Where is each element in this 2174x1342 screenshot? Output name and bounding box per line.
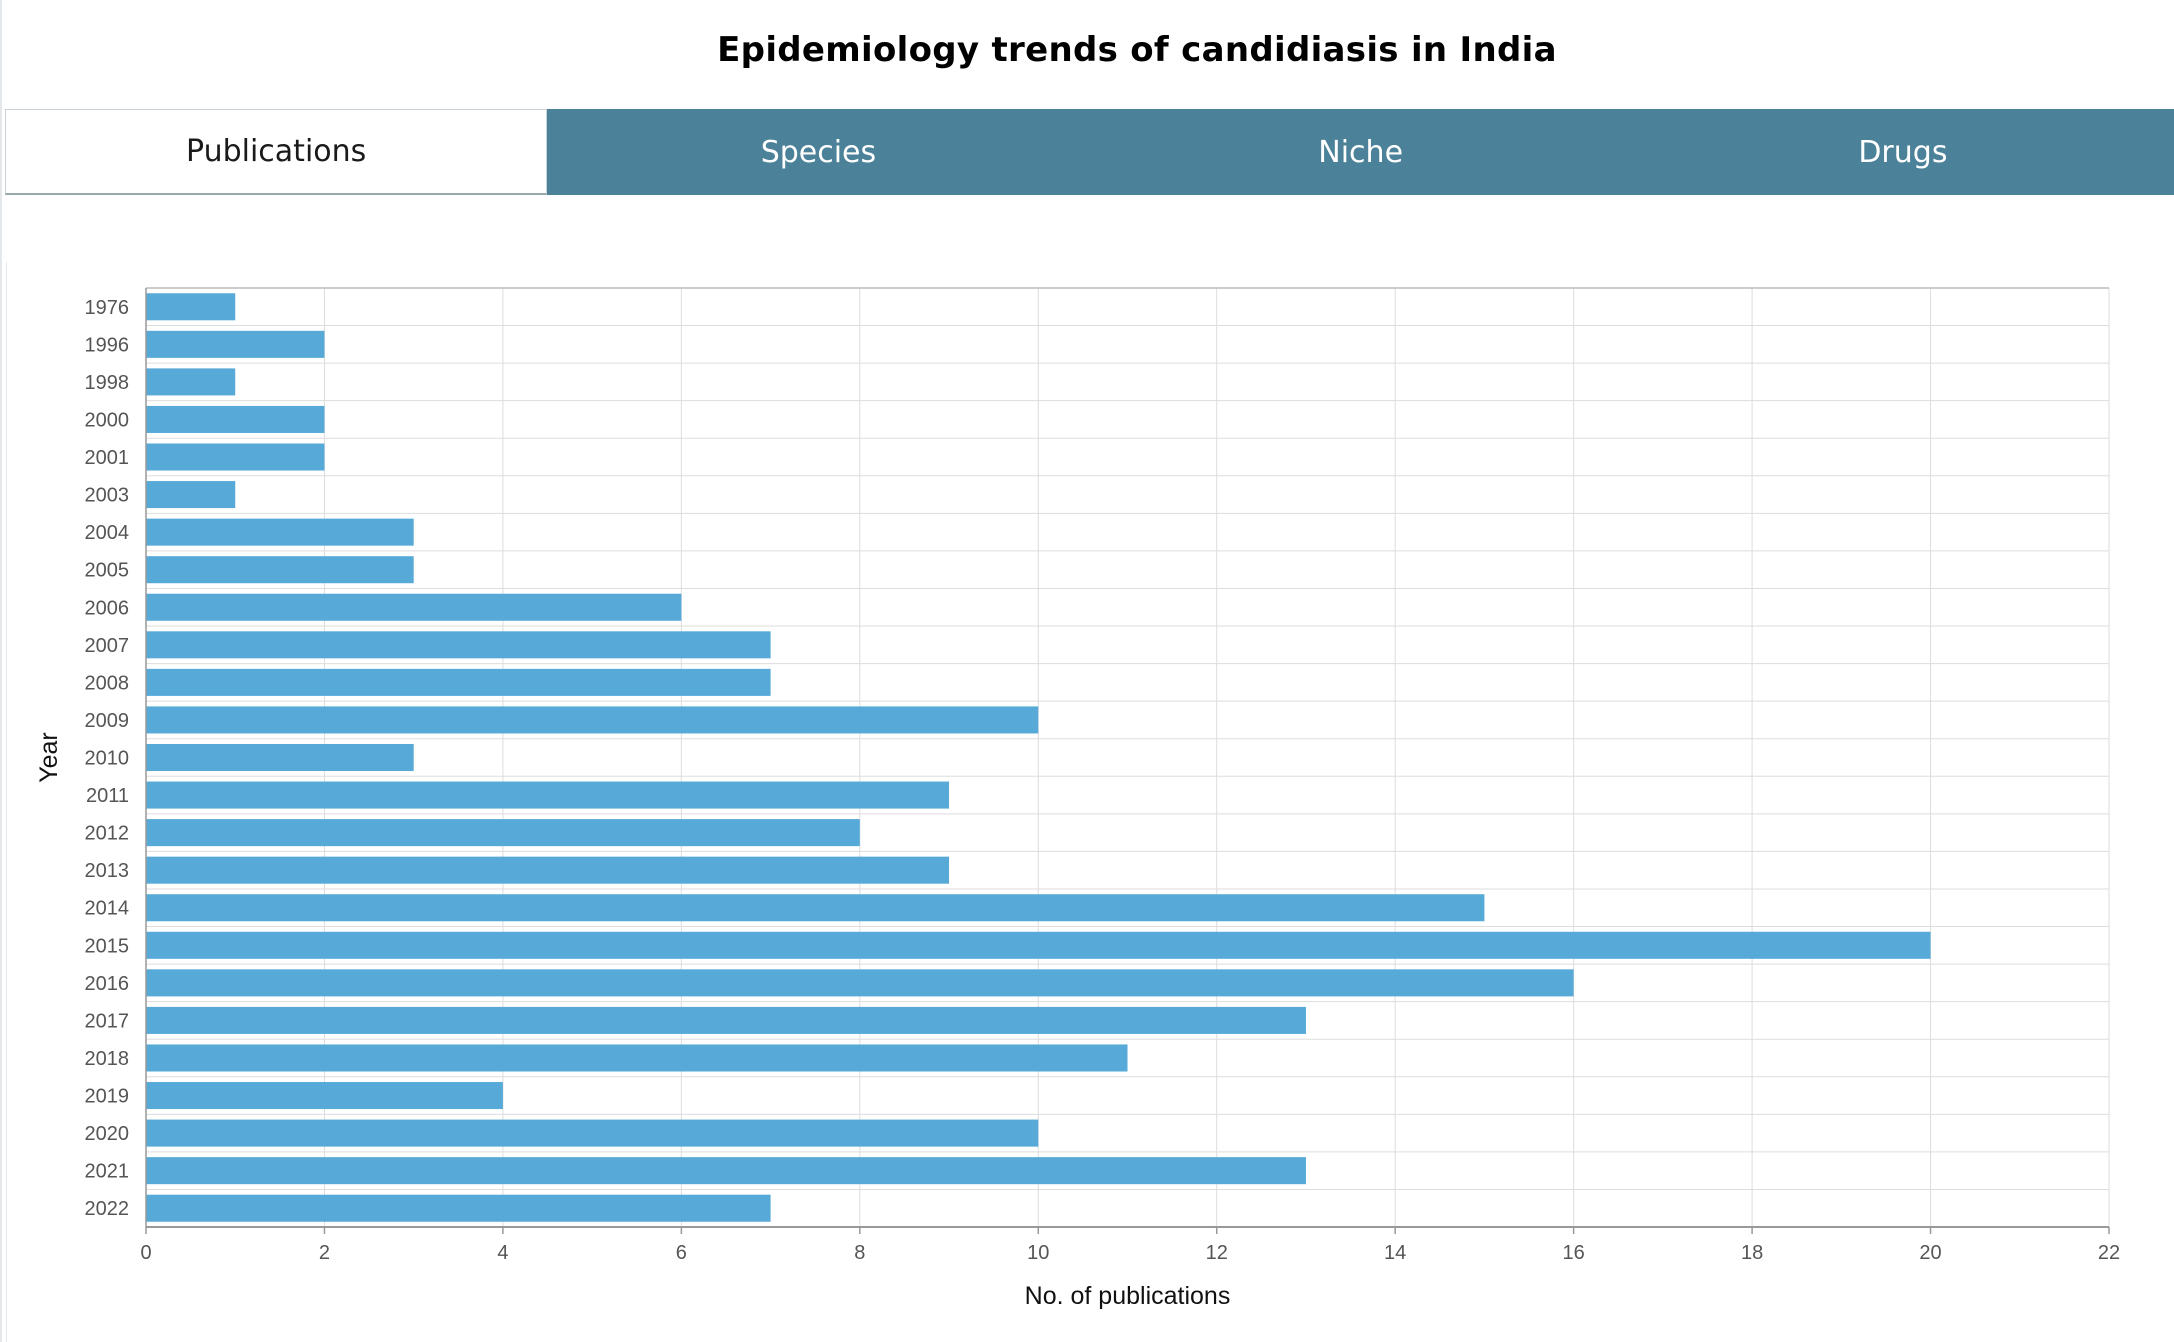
x-tick-label: 10 bbox=[1027, 1242, 1049, 1264]
y-tick-label: 2003 bbox=[85, 485, 130, 507]
y-tick-label: 2011 bbox=[86, 785, 129, 807]
y-tick-label: 2022 bbox=[85, 1198, 130, 1220]
x-tick-label: 2 bbox=[319, 1242, 330, 1264]
y-tick-label: 1996 bbox=[85, 334, 130, 356]
tab-publications[interactable]: Publications bbox=[5, 109, 548, 195]
x-tick-label: 18 bbox=[1741, 1242, 1763, 1264]
y-axis-title: Year bbox=[35, 732, 63, 783]
y-tick-label: 2000 bbox=[85, 409, 130, 431]
y-tick-label: 2008 bbox=[85, 672, 130, 694]
bar-2021 bbox=[146, 1157, 1306, 1185]
x-tick-label: 16 bbox=[1563, 1242, 1585, 1264]
y-tick-label: 2001 bbox=[85, 447, 130, 469]
bar-2020 bbox=[146, 1119, 1039, 1147]
bar-2003 bbox=[146, 481, 236, 509]
y-tick-label: 2017 bbox=[85, 1010, 130, 1032]
bar-2012 bbox=[146, 819, 860, 847]
bar-2009 bbox=[146, 706, 1039, 734]
bar-2000 bbox=[146, 405, 325, 433]
tab-niche[interactable]: Niche bbox=[1089, 109, 1632, 195]
tab-bar: Publications Species Niche Drugs bbox=[5, 109, 2174, 195]
bar-2022 bbox=[146, 1194, 771, 1222]
chart-panel bbox=[6, 262, 2174, 1342]
x-tick-label: 14 bbox=[1384, 1242, 1406, 1264]
y-tick-label: 2009 bbox=[85, 710, 130, 732]
bar-1976 bbox=[146, 293, 236, 321]
bar-layer bbox=[146, 293, 1931, 1222]
bar-2010 bbox=[146, 743, 414, 772]
bar-chart: No. of publications Year 0 2 4 6 8 10 12 14 16 18… bbox=[35, 287, 2120, 1310]
bar-2018 bbox=[146, 1044, 1128, 1072]
x-tick-label: 6 bbox=[676, 1242, 687, 1264]
x-tick-label: 20 bbox=[1919, 1242, 1941, 1264]
bar-2007 bbox=[146, 631, 771, 659]
y-tick-label: 2004 bbox=[85, 522, 130, 544]
bar-2011 bbox=[146, 781, 950, 809]
axis-layer: No. of publications Year 0 2 4 6 8 10 12 14 16 18… bbox=[35, 288, 2120, 1310]
x-tick-label: 0 bbox=[140, 1242, 151, 1264]
bar-2006 bbox=[146, 593, 682, 621]
y-tick-label: 1998 bbox=[85, 372, 130, 394]
bar-2017 bbox=[146, 1006, 1306, 1034]
bar-2013 bbox=[146, 856, 950, 884]
grid-layer bbox=[145, 287, 2110, 1228]
bar-2015 bbox=[146, 931, 1931, 959]
y-tick-label: 2006 bbox=[85, 597, 130, 619]
y-tick-label: 2018 bbox=[85, 1048, 130, 1070]
y-tick-label: 2005 bbox=[85, 560, 130, 582]
bar-2008 bbox=[146, 668, 771, 696]
y-tick-label: 2012 bbox=[85, 823, 130, 845]
y-tick-label: 2019 bbox=[85, 1086, 130, 1108]
y-tick-label: 2016 bbox=[85, 973, 130, 995]
bar-2005 bbox=[146, 556, 414, 584]
x-tick-label: 8 bbox=[854, 1242, 865, 1264]
bar-2001 bbox=[146, 443, 325, 471]
bar-2014 bbox=[146, 894, 1485, 922]
y-tick-label: 1976 bbox=[85, 297, 130, 319]
y-tick-label: 2020 bbox=[85, 1123, 130, 1145]
y-tick-label: 2021 bbox=[85, 1161, 130, 1183]
tab-drugs[interactable]: Drugs bbox=[1631, 109, 2174, 195]
x-tick-label: 12 bbox=[1206, 1242, 1228, 1264]
tab-species[interactable]: Species bbox=[547, 109, 1090, 195]
left-border bbox=[0, 0, 2, 1342]
y-tick-label: 2015 bbox=[85, 935, 130, 957]
bar-2004 bbox=[146, 518, 414, 546]
page-title: Epidemiology trends of candidiasis in In… bbox=[717, 30, 1557, 70]
y-tick-label: 2010 bbox=[85, 748, 130, 770]
y-tick-label: 2013 bbox=[85, 860, 130, 882]
bar-1996 bbox=[146, 330, 325, 358]
x-tick-label: 22 bbox=[2098, 1242, 2120, 1264]
y-tick-label: 2014 bbox=[85, 898, 130, 920]
y-tick-label: 2007 bbox=[85, 635, 130, 657]
bar-1998 bbox=[146, 368, 236, 396]
x-axis-title: No. of publications bbox=[1025, 1282, 1231, 1310]
bar-2019 bbox=[146, 1082, 503, 1110]
bar-2016 bbox=[146, 969, 1574, 997]
x-tick-label: 4 bbox=[497, 1242, 508, 1264]
